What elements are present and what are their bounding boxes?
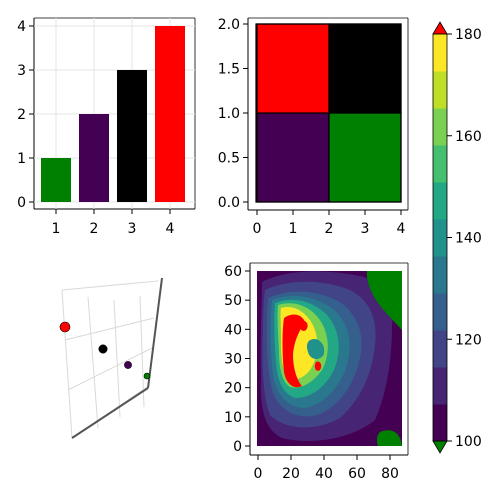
bar-3 [117, 70, 147, 202]
contour-x-tick-label: 60 [348, 466, 366, 482]
heatmap-x-tick-label: 1 [289, 221, 298, 237]
scatter3d-points [59, 321, 151, 380]
scatter3d-x-axis [71, 387, 149, 439]
bar-y-tick-label: 0 [17, 195, 26, 211]
bar-y-tick-label: 1 [17, 151, 26, 167]
colorbar-tick-label: 120 [455, 332, 482, 348]
scatter3d-z-axis [147, 277, 163, 389]
bar-y-tick-label: 2 [17, 107, 26, 123]
heatmap-y-tick-label: 1.0 [218, 106, 240, 122]
bar-2 [79, 114, 109, 202]
contour-field [257, 271, 402, 446]
bar-y-tick-label: 4 [17, 19, 26, 35]
contour-y-tick-label: 20 [224, 381, 242, 397]
scatter3d-gridlines [61, 280, 159, 439]
bar-x-tick-labels: 1 2 3 4 [52, 221, 175, 237]
bar-marks [41, 26, 185, 202]
heatmap-y-tick-labels: 0.0 0.5 1.0 1.5 2.0 [218, 17, 248, 211]
heatmap-cell-2 [256, 23, 330, 114]
bar-x-tick-label: 3 [128, 221, 137, 237]
colorbar-band-5 [433, 219, 447, 257]
scatter3d-point-1 [143, 372, 151, 380]
colorbar-band-2 [433, 330, 447, 368]
bar-y-tick-labels: 0 1 2 3 4 [17, 19, 26, 211]
scatter3d-point-3 [98, 344, 108, 354]
bar-y-tick-label: 3 [17, 63, 26, 79]
contour-y-tick-label: 0 [233, 439, 242, 455]
colorbar-tick-label: 140 [455, 231, 482, 247]
heatmap-x-tick-label: 4 [397, 221, 406, 237]
contour-chart: 0 20 40 60 80 0 10 20 30 40 50 60 [224, 262, 409, 482]
bar-x-tick-label: 4 [166, 221, 175, 237]
contour-y-tick-labels: 0 10 20 30 40 50 60 [224, 264, 250, 455]
bar-x-tick-label: 1 [52, 221, 61, 237]
colorbar-band-0 [433, 404, 447, 442]
scatter3d-chart [59, 277, 163, 439]
colorbar-tick-label: 180 [455, 27, 482, 43]
heatmap-frame [255, 23, 402, 203]
heatmap-y-tick-label: 0.5 [218, 151, 240, 167]
contour-y-tick-label: 40 [224, 322, 242, 338]
bar-x-tick-label: 2 [90, 221, 99, 237]
bar-1 [41, 158, 71, 202]
contour-below-min-region [366, 271, 402, 330]
colorbar-band-1 [433, 367, 447, 405]
heatmap-cells [256, 23, 402, 203]
contour-x-tick-label: 80 [381, 466, 399, 482]
colorbar-band-10 [433, 34, 447, 72]
scatter3d-point-2 [124, 361, 132, 369]
contour-y-tick-label: 10 [224, 410, 242, 426]
heatmap-y-tick-label: 1.5 [218, 62, 240, 78]
heatmap-y-tick-label: 2.0 [218, 17, 240, 33]
heatmap-chart: 0 1 2 3 4 0.0 0.5 1.0 1.5 2.0 [218, 17, 409, 237]
contour-x-tick-label: 0 [254, 466, 263, 482]
heatmap-cell-0 [256, 112, 330, 203]
colorbar-band-3 [433, 293, 447, 331]
contour-x-tick-label: 40 [315, 466, 333, 482]
heatmap-cell-1 [328, 112, 402, 203]
bar-chart: 1 2 3 4 0 1 2 3 4 [17, 17, 196, 237]
colorbar-band-4 [433, 256, 447, 294]
contour-above-max-spot-2 [314, 361, 322, 371]
contour-x-tick-labels: 0 20 40 60 80 [254, 455, 399, 482]
colorbar-band-6 [433, 182, 447, 220]
bar-4 [155, 26, 185, 202]
heatmap-x-tick-label: 0 [253, 221, 262, 237]
colorbar-tick-label: 100 [455, 434, 482, 450]
contour-above-max-spot [299, 320, 308, 331]
heatmap-x-tick-label: 3 [361, 221, 370, 237]
contour-inner-ring [306, 338, 325, 360]
colorbar-bands [433, 34, 447, 442]
contour-y-tick-label: 30 [224, 352, 242, 368]
colorbar-band-9 [433, 71, 447, 109]
colorbar-extend-low [432, 440, 448, 454]
colorbar-tick-label: 160 [455, 129, 482, 145]
colorbar-extend-high [432, 21, 448, 35]
contour-above-max-region [282, 314, 305, 388]
colorbar-band-7 [433, 145, 447, 183]
heatmap-x-tick-labels: 0 1 2 3 4 [253, 210, 406, 237]
contour-y-tick-label: 50 [224, 293, 242, 309]
contour-y-tick-label: 60 [224, 264, 242, 280]
heatmap-y-tick-label: 0.0 [218, 195, 240, 211]
colorbar-tick-labels: 100 120 140 160 180 [447, 27, 482, 450]
contour-x-tick-label: 20 [282, 466, 300, 482]
contour-below-min-region-2 [376, 430, 402, 446]
scatter3d-point-4 [59, 321, 71, 333]
colorbar: 100 120 140 160 180 [432, 21, 482, 454]
colorbar-band-8 [433, 108, 447, 146]
heatmap-x-tick-label: 2 [325, 221, 334, 237]
heatmap-cell-3 [328, 23, 402, 114]
